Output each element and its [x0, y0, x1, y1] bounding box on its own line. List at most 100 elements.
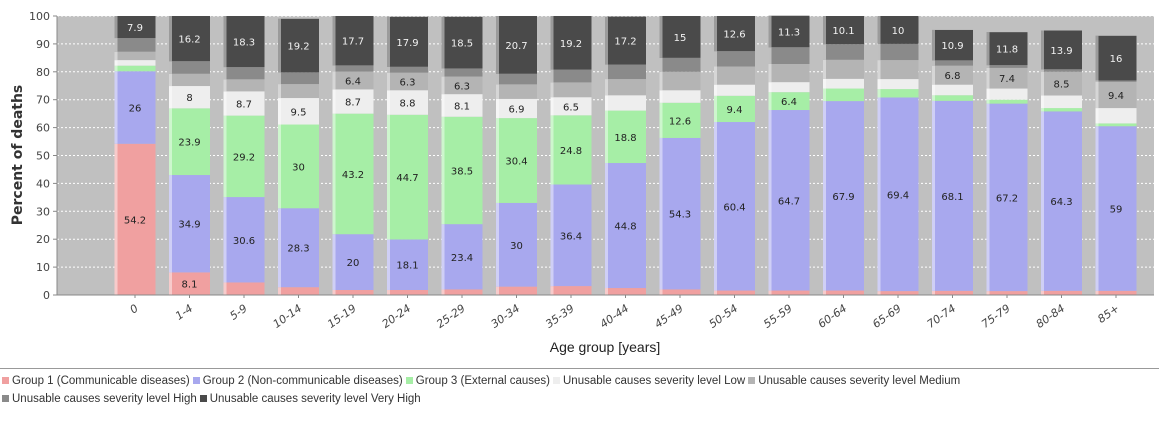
bar-segment	[496, 84, 537, 99]
bar-segment	[223, 282, 265, 295]
bar-highlight	[768, 82, 772, 93]
bar-segment	[1041, 71, 1082, 96]
bar-highlight	[823, 101, 826, 291]
bar-segment	[932, 100, 973, 291]
bar-segment	[441, 116, 483, 225]
bar-highlight	[714, 95, 717, 123]
bar-highlight	[441, 94, 445, 117]
bar-stack-30-34: 30 30.4 6.9 20.7	[496, 16, 537, 295]
x-tick-label: 70-74	[925, 302, 959, 331]
legend-label: Group 1 (Communicable diseases)	[12, 375, 190, 387]
bar-highlight	[278, 84, 281, 99]
bar-stack-85+: 59 9.4 16	[1095, 35, 1137, 295]
bar-highlight	[714, 122, 717, 291]
data-label: 23.4	[451, 253, 473, 264]
bar-highlight	[1095, 123, 1099, 127]
y-tick-label: 30	[36, 205, 50, 218]
bar-highlight	[387, 16, 390, 67]
bar-segment	[1041, 69, 1082, 72]
bar-segment	[114, 60, 156, 66]
bar-segment	[332, 65, 374, 72]
data-label: 8.7	[345, 98, 361, 109]
y-axis-label: Percent of deaths	[10, 85, 26, 226]
bar-highlight	[441, 76, 445, 95]
data-label: 69.4	[887, 190, 909, 201]
bar-highlight	[223, 115, 227, 198]
x-tick-label: 75-79	[979, 302, 1013, 331]
data-label: 30	[292, 162, 305, 173]
bar-segment	[823, 59, 864, 79]
data-label: 54.3	[669, 210, 691, 221]
bar-stack-25-29: 23.4 38.5 8.1 6.3 18.5	[441, 16, 483, 295]
bar-segment	[496, 286, 537, 295]
bar-segment	[387, 90, 428, 115]
bar-highlight	[1095, 126, 1099, 291]
bar-highlight	[387, 114, 390, 240]
data-label: 20.7	[505, 41, 527, 52]
data-label: 8.7	[236, 99, 252, 110]
bar-segment	[768, 63, 810, 83]
bar-segment	[550, 115, 592, 185]
bar-segment	[550, 286, 592, 295]
x-tick-label: 50-54	[707, 302, 741, 331]
bar-segment	[986, 88, 1028, 100]
bar-highlight	[550, 16, 554, 70]
bar-highlight	[114, 38, 118, 52]
y-tick-label: 50	[36, 150, 50, 163]
bar-segment	[169, 175, 210, 273]
bar-highlight	[823, 88, 826, 102]
bar-stack-40-44: 44.8 18.8 17.2	[605, 16, 646, 295]
bar-highlight	[441, 16, 445, 69]
bar-stack-75-79: 67.2 7.4 11.8	[986, 32, 1028, 295]
data-label: 67.2	[996, 193, 1018, 204]
bar-highlight	[550, 69, 554, 83]
bar-highlight	[496, 98, 499, 119]
legend-label: Unusable causes severity level High	[12, 393, 197, 405]
bar-highlight	[223, 282, 227, 295]
bar-segment	[1095, 123, 1137, 127]
data-label: 34.9	[178, 220, 200, 231]
legend-swatch	[192, 377, 200, 384]
data-label: 24.8	[560, 146, 582, 157]
bar-highlight	[605, 16, 608, 65]
bar-highlight	[1095, 108, 1099, 124]
bar-segment	[1041, 30, 1082, 70]
bar-highlight	[114, 71, 118, 144]
bar-highlight	[387, 66, 390, 73]
data-label: 12.6	[723, 30, 745, 41]
bar-highlight	[986, 291, 990, 295]
data-label: 6.5	[563, 102, 579, 113]
bar-highlight	[278, 72, 281, 85]
bar-highlight	[1041, 111, 1044, 291]
bar-stack-50-54: 60.4 9.4 12.6	[714, 16, 755, 295]
bar-segment	[441, 289, 483, 295]
bar-segment	[223, 115, 265, 198]
bar-highlight	[169, 61, 172, 74]
legend-item: Group 1 (Communicable diseases)	[2, 372, 190, 390]
bar-highlight	[496, 286, 499, 295]
bar-segment	[223, 67, 265, 80]
bar-segment	[768, 290, 810, 295]
data-label: 28.3	[287, 244, 309, 255]
data-label: 59	[1110, 205, 1123, 216]
bar-highlight	[768, 15, 772, 48]
y-tick-label: 10	[36, 261, 50, 274]
bar-highlight	[932, 100, 935, 291]
bar-highlight	[1095, 80, 1099, 82]
bar-segment	[932, 65, 973, 85]
bar-segment	[605, 163, 646, 289]
bar-segment	[278, 72, 319, 85]
bar-segment	[332, 89, 374, 114]
bar-segment	[659, 57, 701, 72]
bar-segment	[823, 101, 864, 291]
bar-segment	[714, 84, 755, 96]
bar-segment	[441, 68, 483, 77]
bar-segment	[877, 16, 919, 44]
bar-highlight	[169, 86, 172, 109]
bar-highlight	[441, 68, 445, 77]
data-label: 26	[129, 104, 142, 115]
x-axis: 0 1-4 5-9 10-14 15-19 20-24 25-29 30-34 35-39 40-…	[128, 295, 1122, 331]
bar-segment	[1095, 126, 1137, 291]
legend-label: Unusable causes severity level Very High	[209, 393, 421, 405]
bar-segment	[714, 66, 755, 85]
